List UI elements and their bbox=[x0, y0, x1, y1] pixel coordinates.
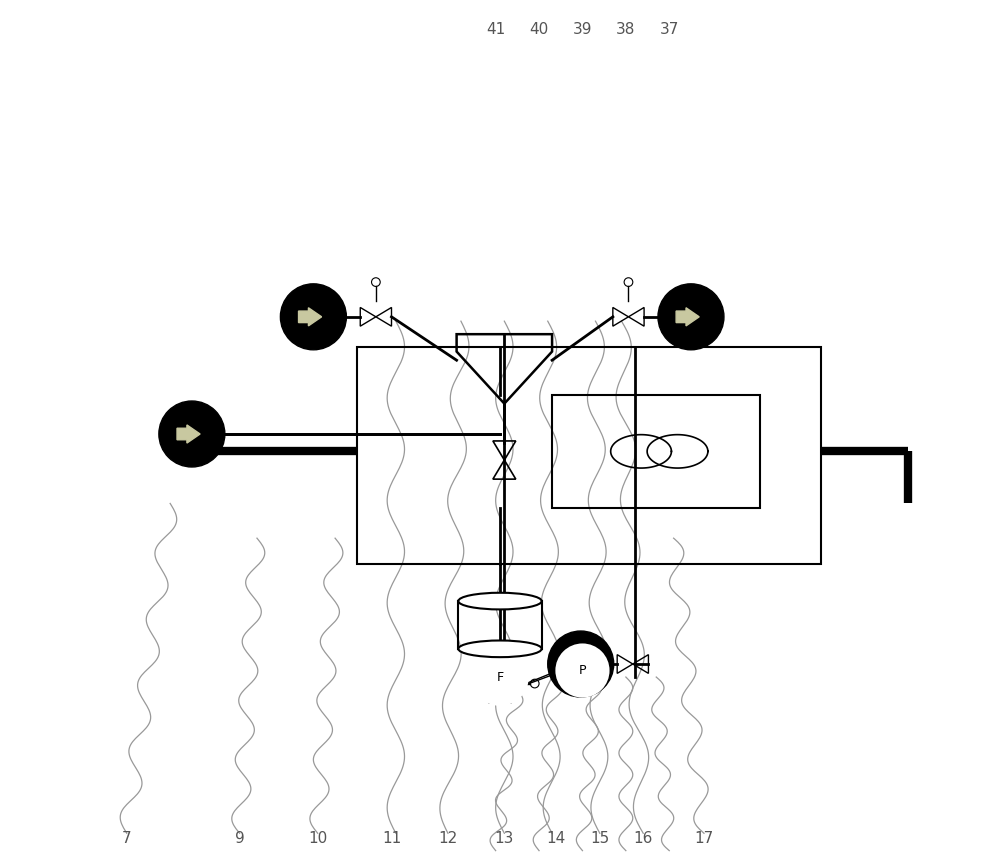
Text: F: F bbox=[496, 671, 504, 683]
Text: 11: 11 bbox=[382, 832, 401, 846]
Text: 12: 12 bbox=[438, 832, 458, 846]
Text: 13: 13 bbox=[495, 832, 514, 846]
Text: 9: 9 bbox=[235, 832, 244, 846]
Text: 37: 37 bbox=[660, 22, 679, 36]
Text: 10: 10 bbox=[308, 832, 327, 846]
Text: 15: 15 bbox=[590, 832, 609, 846]
Text: 17: 17 bbox=[694, 832, 714, 846]
Text: P: P bbox=[579, 664, 586, 677]
FancyArrow shape bbox=[299, 308, 322, 326]
Text: 16: 16 bbox=[634, 832, 653, 846]
Text: 7: 7 bbox=[122, 832, 132, 846]
Text: 39: 39 bbox=[573, 22, 592, 36]
Circle shape bbox=[658, 284, 724, 350]
Circle shape bbox=[159, 401, 225, 467]
FancyArrow shape bbox=[676, 308, 699, 326]
FancyArrow shape bbox=[566, 655, 589, 673]
Bar bbox=[357, 347, 821, 564]
Circle shape bbox=[280, 284, 346, 350]
Text: 40: 40 bbox=[529, 22, 549, 36]
Circle shape bbox=[548, 631, 614, 697]
Text: 38: 38 bbox=[616, 22, 636, 36]
Circle shape bbox=[556, 644, 608, 696]
Text: 41: 41 bbox=[486, 22, 505, 36]
Bar bbox=[458, 601, 542, 649]
FancyArrow shape bbox=[177, 425, 200, 443]
Ellipse shape bbox=[458, 593, 542, 609]
Ellipse shape bbox=[458, 641, 542, 657]
Text: 14: 14 bbox=[547, 832, 566, 846]
Circle shape bbox=[472, 649, 528, 705]
Bar bbox=[552, 395, 760, 508]
